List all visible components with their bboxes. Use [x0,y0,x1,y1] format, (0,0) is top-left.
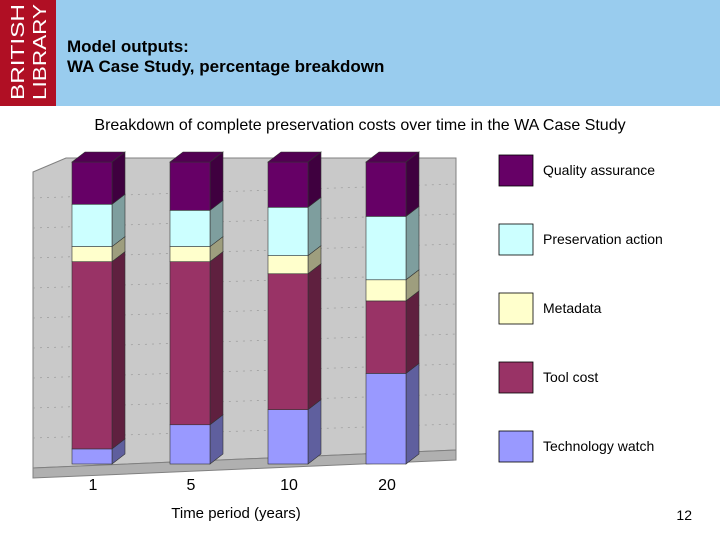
bar-segment-tool-cost-20 [365,300,407,374]
bar-segment-metadata-10 [267,255,309,275]
slide-title: Model outputs: WA Case Study, percentage… [67,37,384,77]
legend-swatch-metadata [498,292,534,325]
bar-segment-tool-cost-10 [267,273,309,410]
legend-label-preservation-action: Preservation action [543,231,663,247]
bar-segment-tool-cost-5 [169,261,211,426]
bar-segment-quality-assurance-1 [71,161,113,205]
bar-side-quality-assurance-20 [405,151,420,217]
logo-line-british: BRITISH [8,4,28,100]
bar-segment-technology-watch-1 [71,448,113,465]
legend-label-quality-assurance: Quality assurance [543,162,655,178]
legend-label-technology-watch: Technology watch [543,438,654,454]
british-library-logo: BRITISH LIBRARY [0,0,56,106]
page-number: 12 [676,507,692,523]
bar-segment-metadata-20 [365,279,407,302]
bar-segment-technology-watch-5 [169,424,211,465]
chart-title: Breakdown of complete preservation costs… [94,117,626,134]
legend-swatch-tool-cost [498,361,534,394]
header-band [0,0,720,106]
bar-segment-quality-assurance-5 [169,161,211,211]
bar-side-technology-watch-20 [405,362,420,465]
bar-segment-technology-watch-10 [267,409,309,465]
bar-segment-preservation-action-10 [267,207,309,256]
x-tick-label-1: 1 [89,477,98,494]
bar-segment-metadata-1 [71,246,113,262]
legend-swatch-technology-watch [498,430,534,463]
bar-top-5 [169,151,224,163]
x-tick-label-5: 5 [187,477,196,494]
bar-segment-preservation-action-1 [71,203,113,247]
bar-top-1 [71,151,126,163]
logo-line-library: LIBRARY [30,4,50,100]
legend-swatch-preservation-action [498,223,534,256]
bar-side-tool-cost-1 [111,251,126,450]
bar-side-tool-cost-5 [209,251,224,426]
bar-side-tool-cost-10 [307,263,322,411]
bar-side-preservation-action-20 [405,205,420,281]
bar-segment-metadata-5 [169,246,211,262]
legend-label-tool-cost: Tool cost [543,369,598,385]
bar-segment-quality-assurance-20 [365,161,407,217]
bar-top-20 [365,151,420,163]
chart-back-wall [32,157,457,469]
title-line-1: Model outputs: [67,37,189,56]
bar-segment-tool-cost-1 [71,261,113,450]
x-axis-label: Time period (years) [171,505,300,522]
legend-swatch-quality-assurance [498,154,534,187]
bar-segment-preservation-action-20 [365,216,407,281]
legend-label-metadata: Metadata [543,300,602,316]
bar-side-tool-cost-20 [405,290,420,375]
bar-top-10 [267,151,322,163]
bar-segment-quality-assurance-10 [267,161,309,208]
bar-segment-technology-watch-20 [365,373,407,465]
bar-side-technology-watch-10 [307,399,322,465]
x-tick-label-20: 20 [378,477,396,494]
x-tick-label-10: 10 [280,477,298,494]
bar-segment-preservation-action-5 [169,210,211,247]
title-line-2: WA Case Study, percentage breakdown [67,57,385,76]
